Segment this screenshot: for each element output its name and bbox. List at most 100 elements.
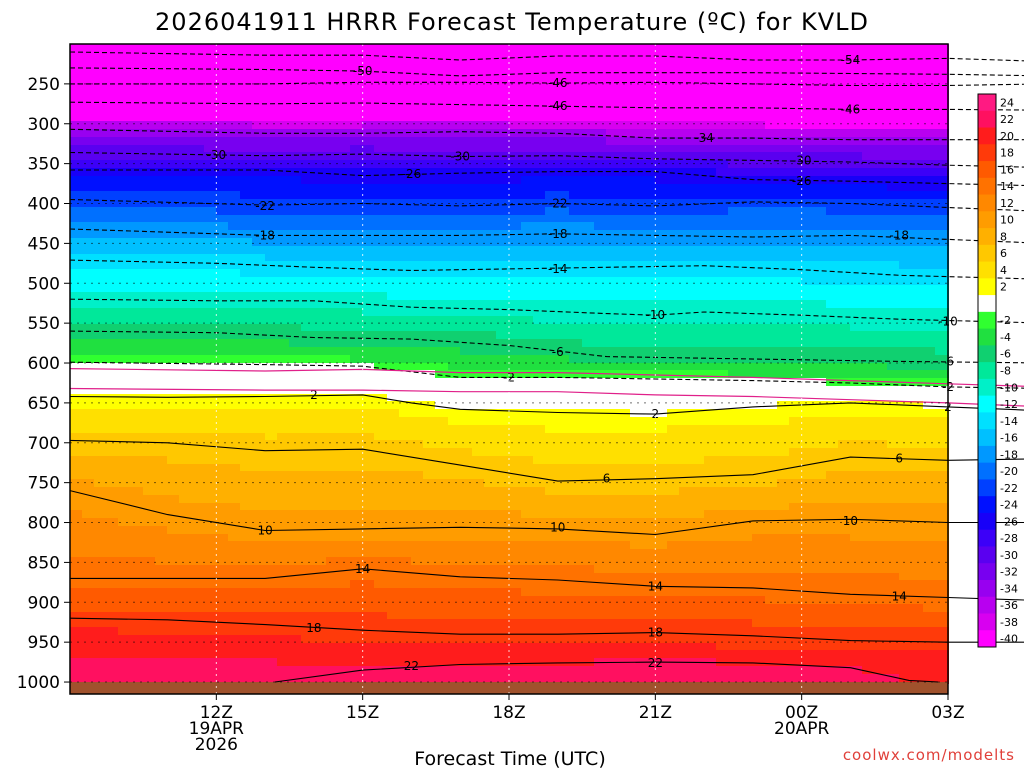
temperature-cell <box>594 674 608 684</box>
temperature-cell <box>789 588 803 598</box>
temperature-cell <box>94 425 108 435</box>
temperature-cell <box>179 510 193 520</box>
temperature-cell <box>118 666 132 676</box>
temperature-cell <box>569 401 584 411</box>
temperature-cell <box>240 106 254 116</box>
temperature-cell <box>289 604 303 614</box>
temperature-cell <box>362 573 376 582</box>
temperature-cell <box>691 98 706 108</box>
temperature-cell <box>509 619 523 629</box>
temperature-cell <box>143 534 157 543</box>
temperature-cell <box>313 643 328 652</box>
temperature-cell <box>716 82 730 92</box>
temperature-cell <box>130 199 145 209</box>
temperature-cell <box>618 269 632 279</box>
temperature-cell <box>594 604 608 614</box>
temperature-cell <box>240 433 254 442</box>
temperature-cell <box>387 129 401 139</box>
temperature-cell <box>313 386 328 396</box>
temperature-cell <box>801 456 815 466</box>
temperature-cell <box>569 254 584 263</box>
temperature-cell <box>326 565 340 575</box>
temperature-cell <box>704 588 718 598</box>
temperature-cell <box>399 658 413 668</box>
temperature-cell <box>472 674 486 684</box>
temperature-cell <box>411 254 425 263</box>
temperature-cell <box>655 277 669 287</box>
temperature-cell <box>118 674 132 684</box>
temperature-cell <box>301 285 315 294</box>
temperature-cell <box>801 230 815 240</box>
temperature-cell <box>765 137 779 147</box>
temperature-cell <box>387 495 401 505</box>
temperature-cell <box>484 464 498 473</box>
temperature-cell <box>301 215 315 224</box>
temperature-cell <box>301 176 315 186</box>
temperature-cell <box>70 308 84 318</box>
temperature-cell <box>387 378 401 388</box>
temperature-cell <box>326 199 340 209</box>
temperature-cell <box>191 401 206 411</box>
temperature-cell <box>338 246 352 256</box>
temperature-cell <box>777 184 791 193</box>
temperature-cell <box>777 207 791 217</box>
temperature-cell <box>618 145 632 154</box>
temperature-cell <box>740 549 754 559</box>
temperature-cell <box>533 230 547 240</box>
temperature-cell <box>70 67 84 77</box>
temperature-cell <box>728 324 742 333</box>
temperature-cell <box>484 44 498 53</box>
temperature-cell <box>667 355 681 365</box>
temperature-cell <box>716 230 730 240</box>
temperature-cell <box>399 184 413 193</box>
temperature-cell <box>460 261 474 271</box>
temperature-cell <box>155 604 169 614</box>
temperature-cell <box>240 580 254 590</box>
temperature-cell <box>752 324 767 333</box>
temperature-cell <box>143 417 157 427</box>
temperature-cell <box>472 604 486 614</box>
temperature-cell <box>691 339 706 349</box>
temperature-cell <box>252 580 267 590</box>
temperature-cell <box>289 75 303 84</box>
temperature-cell <box>728 90 742 100</box>
temperature-cell <box>582 433 596 442</box>
temperature-cell <box>338 331 352 341</box>
temperature-cell <box>472 316 486 326</box>
temperature-cell <box>435 666 450 676</box>
temperature-cell <box>179 495 193 505</box>
temperature-cell <box>399 246 413 256</box>
temperature-cell <box>655 456 669 466</box>
temperature-cell <box>423 51 437 61</box>
temperature-cell <box>448 440 462 450</box>
temperature-cell <box>411 510 425 520</box>
temperature-cell <box>448 394 462 403</box>
temperature-cell <box>350 129 364 139</box>
temperature-cell <box>240 565 254 575</box>
temperature-cell <box>155 401 169 411</box>
temperature-cell <box>679 347 693 357</box>
temperature-cell <box>167 440 181 450</box>
temperature-cell <box>265 370 279 380</box>
temperature-cell <box>777 658 791 668</box>
temperature-cell <box>582 674 596 684</box>
temperature-cell <box>338 464 352 473</box>
temperature-cell <box>777 277 791 287</box>
temperature-cell <box>216 394 230 403</box>
temperature-cell <box>752 650 767 660</box>
temperature-cell <box>362 277 376 287</box>
temperature-cell <box>545 129 559 139</box>
temperature-cell <box>777 59 791 69</box>
temperature-cell <box>752 277 767 287</box>
temperature-cell <box>411 152 425 162</box>
temperature-cell <box>118 549 132 559</box>
temperature-cell <box>338 448 352 458</box>
temperature-cell <box>740 160 754 170</box>
temperature-cell <box>350 643 364 652</box>
temperature-cell <box>496 433 510 442</box>
temperature-cell <box>216 51 230 61</box>
temperature-cell <box>569 627 584 637</box>
temperature-cell <box>448 82 462 92</box>
temperature-cell <box>301 51 315 61</box>
temperature-cell <box>655 222 669 232</box>
